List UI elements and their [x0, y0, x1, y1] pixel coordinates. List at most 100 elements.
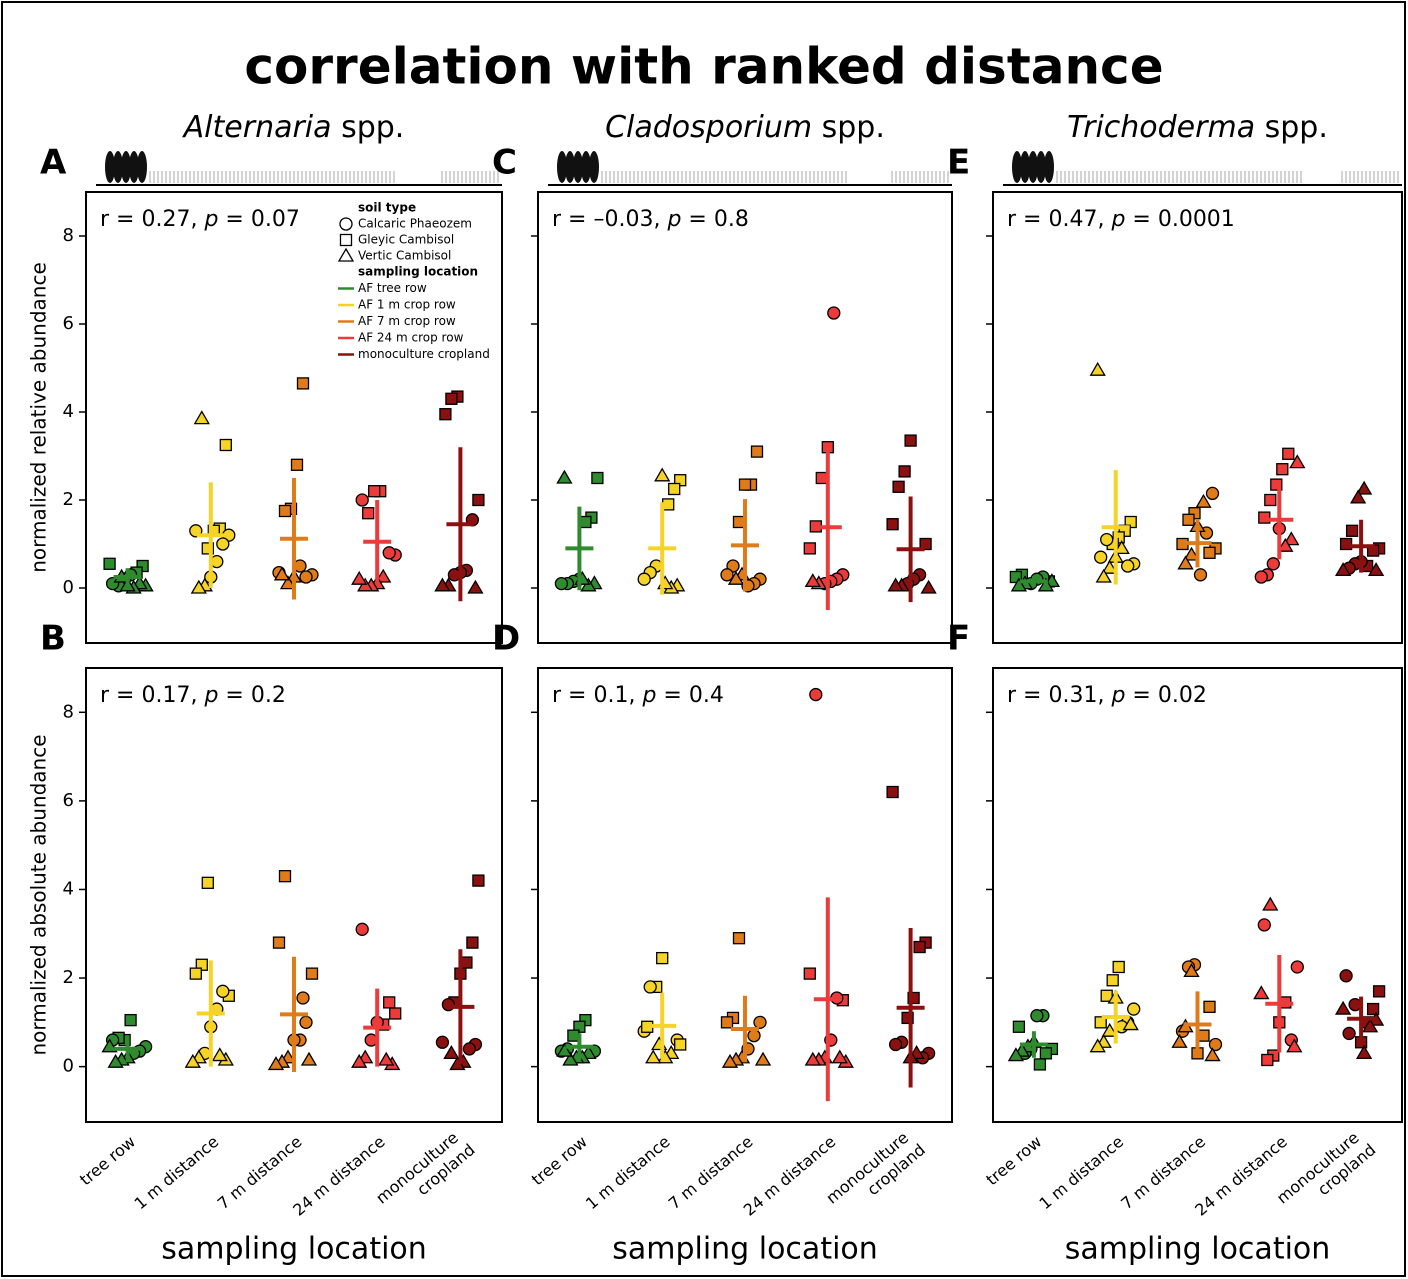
legend-label: AF tree row — [358, 281, 427, 295]
point-triangle — [1122, 1016, 1139, 1031]
legend-label: Calcaric Phaeozem — [358, 217, 472, 231]
legend-label: Vertic Cambisol — [358, 249, 451, 263]
point-triangle — [1367, 562, 1385, 577]
point-circle — [435, 1035, 450, 1049]
tree-icon — [113, 151, 123, 183]
point-square — [103, 557, 116, 570]
annotation-part: r = 0.1, — [552, 683, 642, 708]
point-square — [466, 936, 479, 949]
point-circle — [1208, 1037, 1223, 1052]
point-triangle — [804, 1051, 821, 1066]
point-square — [656, 951, 669, 965]
point-triangle — [1204, 1047, 1221, 1062]
point-square — [803, 967, 816, 980]
point-triangle — [190, 579, 207, 594]
header-part: Trichoderma — [1067, 110, 1255, 145]
point-square — [1009, 570, 1023, 584]
annotation-part: p — [1110, 683, 1125, 708]
annotation: r = –0.03, p = 0.8 — [552, 207, 749, 232]
point-circle — [1030, 1009, 1044, 1023]
point-circle — [1339, 969, 1353, 983]
point-triangle — [721, 1053, 739, 1068]
point-circle — [1342, 1026, 1356, 1041]
point-square — [720, 1016, 734, 1029]
annotation-part: = 0.4 — [656, 683, 723, 708]
panel-label: E — [947, 143, 970, 183]
plot-frame — [537, 191, 953, 644]
point-square — [1270, 478, 1283, 491]
point-triangle — [351, 570, 368, 585]
point-triangle — [887, 577, 904, 592]
point-triangle — [1334, 1000, 1352, 1015]
point-square — [124, 1013, 137, 1027]
header-part: spp. — [332, 110, 405, 145]
header-part: Alternaria — [182, 110, 332, 145]
point-triangle — [1183, 963, 1200, 978]
point-square — [1197, 1029, 1210, 1042]
point-triangle — [1095, 568, 1112, 583]
tree-icon — [129, 151, 139, 183]
legend-title: soil type — [358, 201, 416, 215]
point-circle — [643, 980, 657, 994]
point-circle — [1100, 532, 1114, 547]
point-circle — [1127, 1002, 1141, 1016]
point-triangle — [1007, 1047, 1025, 1062]
point-triangle — [1101, 559, 1118, 574]
point-square — [1261, 1053, 1274, 1067]
point-square — [803, 542, 816, 555]
point-triangle — [556, 469, 573, 484]
annotation: r = 0.47, p = 0.0001 — [1007, 207, 1235, 232]
column-header: Trichoderma spp. — [1067, 110, 1328, 145]
point-square — [189, 967, 202, 980]
point-triangle — [193, 410, 210, 425]
panel-label: D — [492, 619, 520, 659]
point-circle — [554, 576, 569, 591]
legend-label: monoculture cropland — [358, 347, 490, 361]
point-square — [901, 1011, 914, 1025]
point-circle — [747, 1028, 761, 1043]
point-square — [389, 1007, 402, 1020]
point-square — [1282, 447, 1295, 460]
point-square — [368, 485, 381, 498]
panel-label: A — [40, 143, 67, 183]
header-part: Cladosporium — [605, 110, 812, 145]
point-circle — [216, 984, 230, 998]
tree-icon — [573, 151, 583, 183]
point-square — [886, 518, 899, 531]
x-tick-label: monoculture cropland — [372, 1124, 478, 1222]
panel-label: F — [947, 619, 970, 659]
x-axis-label: sampling location — [1065, 1232, 1331, 1267]
tree-icon — [565, 151, 575, 183]
point-square — [815, 471, 828, 485]
point-circle — [1094, 550, 1108, 564]
plot-frame — [85, 191, 503, 644]
point-triangle — [920, 579, 937, 594]
tree-icon — [1036, 151, 1046, 183]
point-triangle — [434, 577, 451, 592]
point-circle — [462, 1042, 477, 1056]
point-square — [472, 493, 485, 507]
tree-icon — [1012, 151, 1022, 183]
point-triangle — [467, 579, 484, 594]
point-triangle — [1349, 489, 1367, 504]
point-square — [904, 434, 917, 447]
y-axis-label: normalized absolute abundance — [27, 734, 51, 1055]
point-triangle — [1277, 537, 1294, 552]
x-tick-label: 1 m distance — [582, 1132, 674, 1213]
point-circle — [753, 1015, 767, 1029]
point-square — [674, 1038, 687, 1051]
point-square — [1345, 524, 1359, 537]
point-circle — [299, 1015, 313, 1029]
x-tick-label: 1 m distance — [1035, 1132, 1127, 1213]
panel-label: C — [492, 143, 517, 183]
point-square — [1339, 537, 1353, 551]
point-circle — [355, 922, 369, 936]
point-square — [1112, 960, 1125, 974]
x-axis-label: sampling location — [161, 1232, 427, 1267]
point-circle — [1193, 568, 1208, 582]
point-triangle — [1355, 1045, 1373, 1059]
y-tick-label: 4 — [63, 878, 74, 899]
point-triangle — [1089, 1038, 1106, 1053]
point-square — [383, 996, 396, 1009]
annotation-part: p — [203, 683, 218, 708]
